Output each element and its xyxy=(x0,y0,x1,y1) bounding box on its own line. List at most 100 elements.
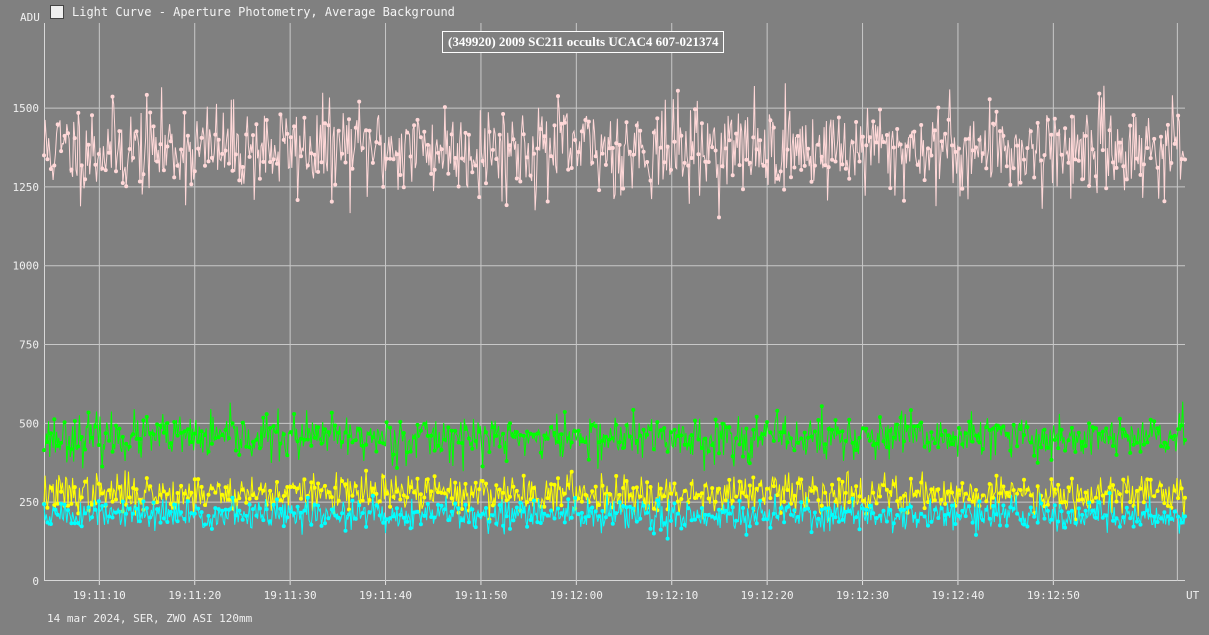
data-point xyxy=(1004,431,1009,436)
data-point xyxy=(1001,503,1006,508)
data-point xyxy=(477,195,482,200)
data-point xyxy=(699,491,704,496)
data-point xyxy=(758,482,763,487)
data-point xyxy=(590,489,595,494)
data-point xyxy=(953,149,958,154)
data-point xyxy=(48,167,53,171)
data-point xyxy=(131,511,136,516)
data-point xyxy=(175,491,180,495)
data-point xyxy=(946,489,951,494)
data-point xyxy=(658,428,663,433)
data-point xyxy=(268,488,273,493)
data-point xyxy=(117,426,122,431)
data-point xyxy=(864,507,869,512)
data-point xyxy=(48,522,53,526)
data-point xyxy=(144,506,149,511)
data-point xyxy=(566,497,571,502)
data-point xyxy=(1141,500,1146,505)
data-point xyxy=(309,151,314,156)
data-point xyxy=(710,486,715,491)
data-point xyxy=(528,518,533,522)
data-point xyxy=(751,427,756,432)
data-point xyxy=(593,154,598,159)
data-point xyxy=(600,438,605,443)
data-point xyxy=(980,518,985,522)
data-point xyxy=(302,508,307,513)
data-point xyxy=(789,512,793,517)
data-point xyxy=(874,501,879,506)
data-point xyxy=(891,482,896,487)
data-point xyxy=(974,488,978,492)
data-point xyxy=(579,510,584,515)
data-point xyxy=(672,481,677,486)
data-point xyxy=(521,433,526,438)
data-point xyxy=(466,436,471,441)
data-point xyxy=(134,129,139,134)
data-point xyxy=(960,508,965,513)
data-point xyxy=(1066,510,1071,515)
data-point xyxy=(768,525,773,530)
plot-area[interactable] xyxy=(44,23,1185,581)
data-point xyxy=(1100,148,1105,153)
data-point xyxy=(436,443,440,448)
data-point xyxy=(326,490,331,495)
data-point xyxy=(69,167,74,172)
data-point xyxy=(206,513,211,518)
data-point xyxy=(696,514,701,519)
x-tick-label: 19:12:00 xyxy=(550,589,603,602)
data-point xyxy=(107,150,112,155)
data-point xyxy=(634,519,639,524)
data-point xyxy=(1141,510,1146,515)
data-point xyxy=(1083,490,1088,495)
data-point xyxy=(936,516,941,520)
data-point xyxy=(353,125,358,130)
data-point xyxy=(908,476,913,481)
data-point xyxy=(220,508,225,513)
data-point xyxy=(614,422,619,427)
data-point xyxy=(730,173,735,178)
data-point xyxy=(477,429,482,434)
data-point xyxy=(621,504,626,508)
y-tick-label: 500 xyxy=(19,417,39,430)
data-point xyxy=(902,439,906,444)
data-point xyxy=(340,511,345,516)
data-point xyxy=(741,506,745,510)
app-icon[interactable] xyxy=(50,5,64,19)
data-point xyxy=(737,163,742,168)
data-point xyxy=(1183,157,1187,162)
data-point xyxy=(1107,491,1112,496)
data-point xyxy=(926,440,930,445)
data-point xyxy=(117,509,122,514)
data-point xyxy=(929,487,934,492)
data-point xyxy=(470,446,475,451)
data-point xyxy=(699,121,704,126)
data-point xyxy=(59,489,64,494)
data-point xyxy=(381,441,386,446)
data-point xyxy=(1124,505,1129,510)
data-point xyxy=(809,530,814,535)
data-point xyxy=(360,146,365,151)
data-point xyxy=(662,494,667,499)
data-point xyxy=(1104,426,1109,431)
data-point xyxy=(847,417,852,422)
data-point xyxy=(1049,132,1054,137)
data-point xyxy=(974,433,978,438)
data-point xyxy=(847,500,852,505)
data-point xyxy=(833,499,838,504)
x-tick-label: 19:12:10 xyxy=(645,589,698,602)
data-point xyxy=(490,503,495,508)
data-point xyxy=(1152,514,1157,519)
data-point xyxy=(1145,477,1150,482)
data-point xyxy=(926,146,930,151)
data-point xyxy=(96,481,101,486)
data-point xyxy=(898,496,903,501)
data-point xyxy=(1022,433,1026,437)
data-point xyxy=(312,485,317,490)
data-point xyxy=(1063,525,1068,530)
series-line-0 xyxy=(43,83,1186,218)
data-point xyxy=(209,526,214,531)
data-point xyxy=(1148,156,1153,161)
data-point xyxy=(645,510,650,515)
data-point xyxy=(521,509,526,514)
data-point xyxy=(579,499,584,504)
